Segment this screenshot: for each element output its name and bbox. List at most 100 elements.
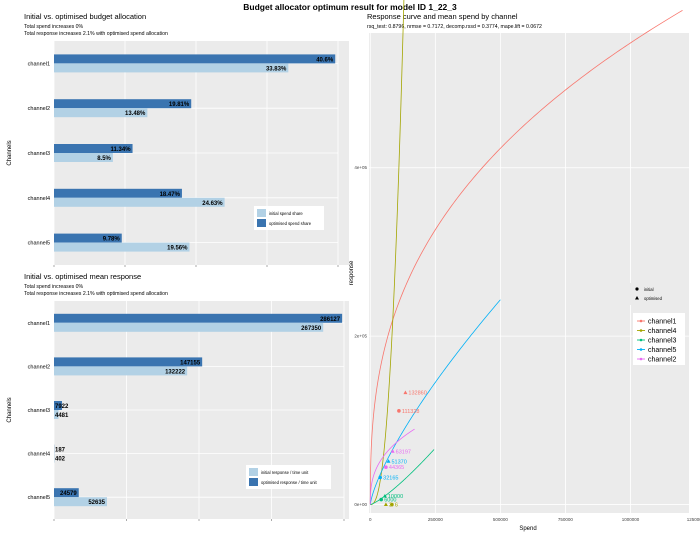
curve-point-optimised-channel4 [383, 502, 388, 506]
allocation-value-label: 9.78% [103, 237, 121, 243]
curve-point-label: 3 [389, 503, 392, 509]
curve-subtitle: rsq_test: 0.8796, nrmse = 0.7172, decomp… [367, 24, 542, 30]
allocation-value-label: 40.6% [316, 57, 334, 63]
response-category-label: channel3 [28, 408, 50, 414]
curve-y-axis-label: response [349, 260, 355, 285]
allocation-y-axis-label: Channels [7, 140, 13, 165]
curve-point-label: 10000 [388, 494, 403, 500]
curve-line-channel5 [369, 299, 501, 505]
channel-legend-label-channel3: channel3 [648, 338, 677, 345]
budget-allocation-panel: Initial vs. optimised budget allocation … [7, 12, 349, 267]
curve-line-channel4 [370, 0, 405, 505]
curve-x-axis-label: Spend [519, 526, 536, 532]
curve-y-tick-label: 0e+00 [354, 502, 367, 507]
shape-legend-optimised-marker [635, 296, 639, 300]
allocation-title: Initial vs. optimised budget allocation [24, 12, 146, 21]
curve-point-label: 132860 [408, 391, 426, 397]
allocation-value-label: 19.56% [167, 246, 188, 252]
curve-y-tick-label: 4e+05 [354, 165, 367, 170]
allocation-value-label: 24.63% [202, 201, 223, 207]
curve-point-initial-channel5 [378, 475, 382, 480]
allocation-legend-optimised: optimised spend share [269, 221, 312, 226]
curve-x-tick-label: 0 [369, 517, 372, 522]
response-value-label: 286127 [320, 317, 341, 323]
allocation-bar-channel4-initial [54, 197, 225, 207]
allocation-bar-channel1-initial [54, 63, 289, 73]
response-legend-initial: initial response / time unit [261, 470, 309, 475]
allocation-value-label: 18.47% [160, 192, 181, 198]
response-value-label: 132222 [165, 369, 186, 375]
curve-x-tick-label: 1000000 [622, 517, 640, 522]
response-category-label: channel5 [28, 495, 50, 501]
response-legend-optimised-swatch [249, 478, 258, 486]
allocation-bar-channel1-optimised [54, 54, 336, 64]
curve-point-label: 6000 [384, 498, 396, 504]
curve-x-tick-label: 500000 [493, 517, 509, 522]
response-y-axis-label: Channels [7, 397, 13, 422]
curve-x-tick-label: 1250000 [687, 517, 700, 522]
allocation-subtitle-2: Total response increases 2.1% with optim… [24, 31, 168, 37]
channel-legend-marker-channel3 [639, 338, 643, 342]
response-legend-box [246, 465, 331, 489]
channel-legend-label-channel2: channel2 [648, 357, 677, 364]
curve-point-optimised-channel5 [386, 459, 391, 463]
allocation-legend: initial spend share optimised spend shar… [254, 206, 324, 230]
channel-legend-marker-channel5 [639, 348, 643, 351]
channel-legend-label-channel5: channel5 [648, 347, 677, 354]
allocation-value-label: 11.34% [111, 147, 132, 153]
curve-point-initial-channel4 [390, 502, 394, 507]
shape-legend-initial-marker [635, 287, 639, 291]
curve-point-label: 63197 [396, 449, 411, 455]
response-legend: initial response / time unit optimised r… [246, 465, 331, 489]
allocation-bar-channel3-optimised [54, 144, 133, 153]
curve-x-tick-label: 250000 [428, 517, 444, 522]
allocation-value-label: 8.5% [97, 156, 111, 162]
allocation-legend-optimised-swatch [257, 219, 266, 227]
curve-point-initial-channel3 [379, 497, 384, 502]
channel-legend: channel1 channel4 channel3 channel5 channel2 [633, 313, 685, 365]
response-value-label: 147155 [180, 360, 201, 366]
curve-title: Response curve and mean spend by channel [367, 12, 518, 21]
response-bar-channel5-initial [54, 497, 108, 507]
shape-legend-optimised: optimised [644, 296, 663, 301]
main-title: Budget allocator optimum result for mode… [243, 2, 457, 12]
allocation-category-label: channel5 [28, 241, 50, 247]
allocation-bar-channel4-optimised [54, 188, 182, 198]
curve-point-optimised-channel2 [390, 449, 395, 453]
allocation-subtitle-1: Total spend increases 0% [24, 24, 84, 30]
response-bar-channel3-initial [54, 410, 59, 419]
curve-line-channel2 [369, 428, 415, 505]
allocation-legend-initial-swatch [257, 209, 266, 217]
allocation-category-label: channel3 [28, 151, 50, 157]
response-legend-optimised: optimised response / time unit [261, 480, 317, 485]
response-value-label: 402 [55, 457, 66, 463]
curve-plot-area [369, 33, 689, 513]
curve-point-initial-channel1 [397, 409, 401, 413]
response-legend-initial-swatch [249, 468, 258, 476]
response-value-label: 267350 [301, 326, 322, 332]
curve-point-label: 44365 [389, 465, 404, 471]
allocation-category-label: channel4 [28, 196, 50, 202]
channel-legend-marker-channel4 [639, 329, 643, 332]
channel-legend-label-channel4: channel4 [648, 328, 677, 335]
curve-point-initial-channel2 [384, 465, 388, 470]
response-category-label: channel4 [28, 452, 50, 458]
response-category-label: channel2 [28, 364, 50, 370]
curve-x-tick-label: 750000 [558, 517, 574, 522]
allocation-category-label: channel1 [28, 61, 50, 67]
allocation-value-label: 19.81% [169, 102, 190, 108]
curve-point-label: 6 [395, 503, 398, 509]
allocation-bar-channel5-optimised [54, 233, 122, 243]
shape-legend: initial optimised [630, 283, 674, 305]
response-bar-channel1-initial [54, 322, 324, 332]
curve-point-label: 32165 [383, 475, 398, 481]
allocation-value-label: 13.48% [125, 111, 146, 117]
response-subtitle-2: Total response increases 2.1% with optim… [24, 291, 168, 297]
curve-point-label: 51370 [392, 459, 407, 465]
response-subtitle-1: Total spend increases 0% [24, 284, 84, 290]
curve-y-tick-label: 2e+05 [354, 334, 367, 339]
allocation-legend-initial: initial spend share [269, 211, 303, 216]
allocation-bar-channel5-initial [54, 242, 190, 252]
response-bar-channel2-initial [54, 366, 188, 376]
